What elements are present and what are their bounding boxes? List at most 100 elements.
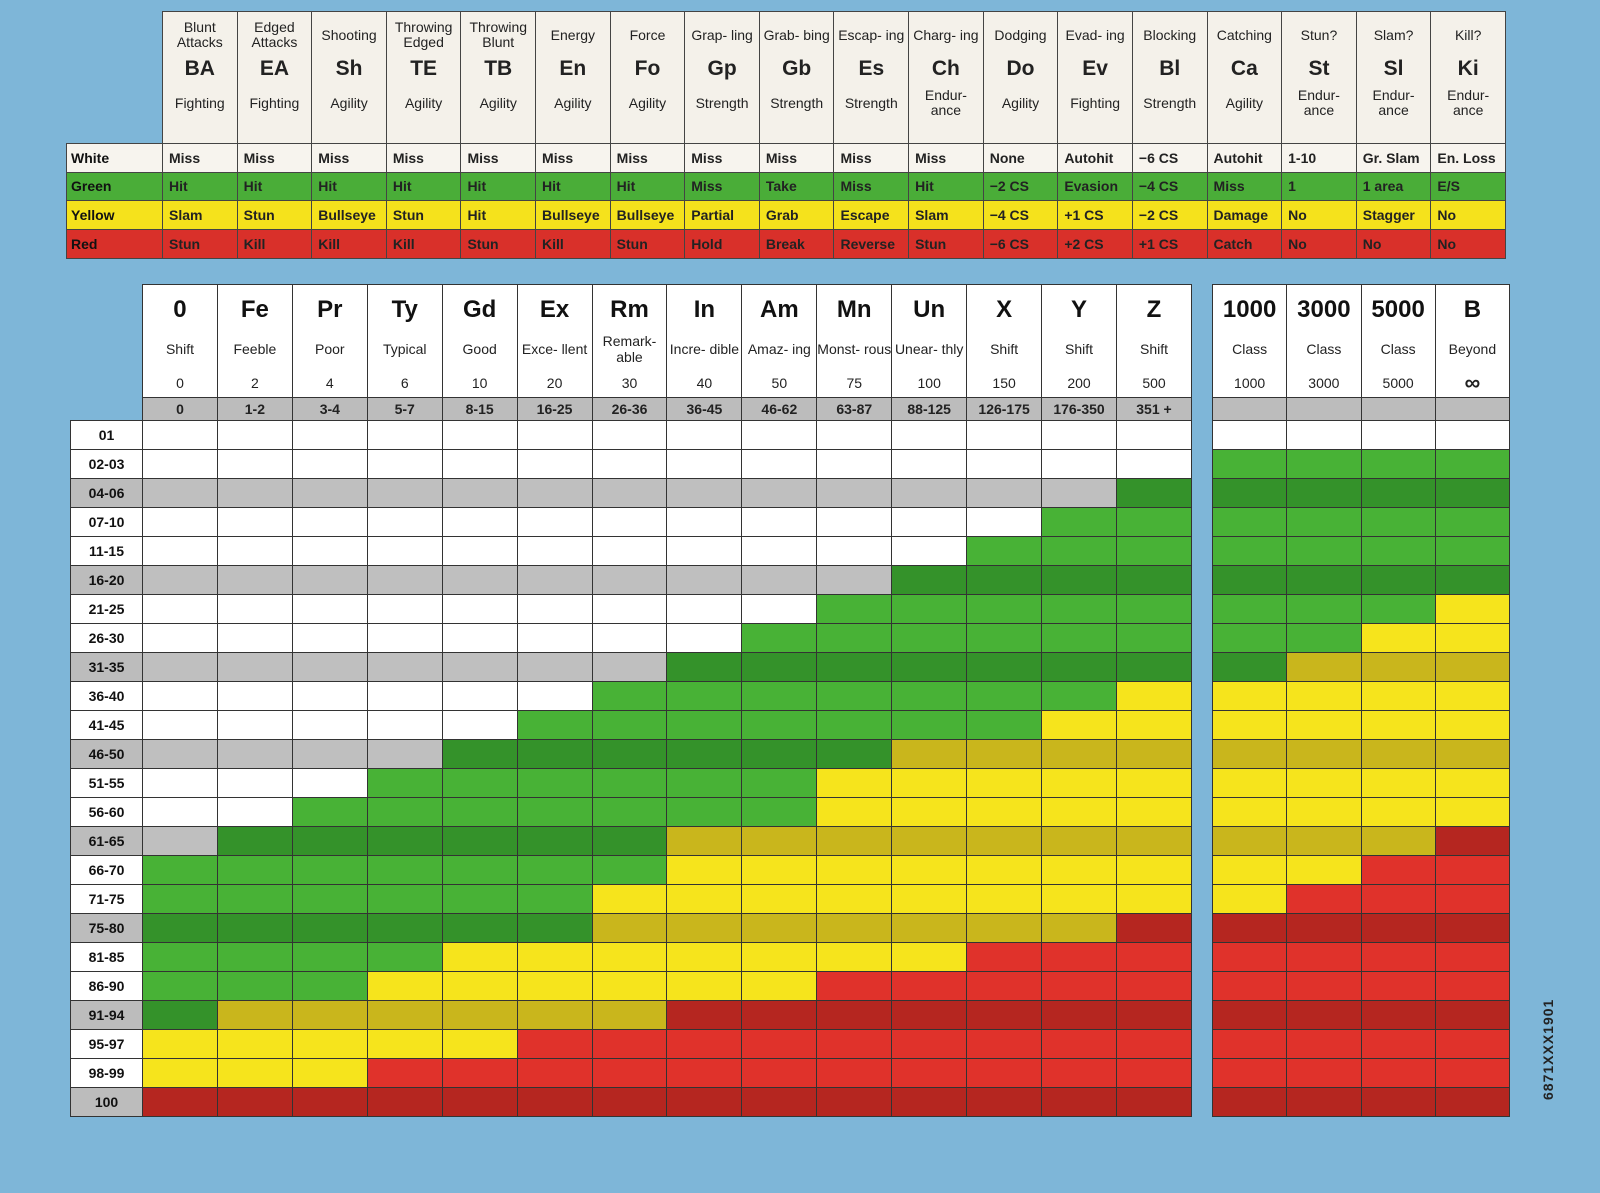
result-cell-white (591, 594, 668, 624)
rank-header: Z Shift 500 (1115, 284, 1193, 398)
result-cell-green (741, 652, 818, 682)
result-cell-white (741, 594, 818, 624)
rank-range: 26-36 (591, 397, 668, 421)
action-header: Stun? St Endur- ance (1281, 11, 1357, 144)
result-cell-green (891, 623, 968, 653)
class-rank-name: Beyond (1448, 341, 1497, 357)
action-ability: Strength (770, 94, 824, 111)
roll-label: 04-06 (70, 478, 143, 508)
action-result-cell: Bullseye (311, 200, 387, 231)
result-cell-white (441, 710, 518, 740)
result-cell-green (366, 768, 443, 798)
roll-row: 26-30 (70, 623, 1193, 653)
result-cell-white (291, 652, 368, 682)
action-name: Charg- ing (913, 26, 979, 43)
result-cell-white (816, 565, 893, 595)
result-cell-green (1041, 623, 1117, 653)
rank-value: 200 (1067, 375, 1091, 391)
action-header: Grab- bing Gb Strength (758, 11, 835, 144)
result-cell-green (891, 565, 968, 595)
result-cell-red (516, 1087, 593, 1117)
action-result-cell: None (982, 142, 1059, 173)
rank-abbr: Un (913, 296, 946, 323)
result-cell-red (591, 1058, 668, 1088)
action-name: Blocking (1143, 26, 1197, 43)
result-cell-yellow (1115, 855, 1193, 885)
class-cell-yellow (1434, 623, 1511, 653)
class-cell-green (1286, 478, 1362, 508)
roll-label: 31-35 (70, 652, 143, 682)
class-cell-yellow (1360, 739, 1436, 769)
result-cell-green (441, 826, 518, 856)
result-cell-green (441, 884, 518, 914)
result-cell-white (666, 594, 743, 624)
roll-label: 41-45 (70, 710, 143, 740)
result-cell-white (142, 594, 218, 624)
roll-row: 86-90 (70, 971, 1193, 1001)
result-cell-red (966, 1000, 1043, 1030)
class-roll-row (1211, 565, 1511, 595)
result-cell-yellow (591, 971, 668, 1001)
action-header: Force Fo Agility (609, 11, 686, 144)
class-cell-red (1434, 1087, 1511, 1117)
class-roll-row (1211, 594, 1511, 624)
result-cell-green (516, 710, 593, 740)
result-cell-green (666, 797, 743, 827)
result-cell-white (366, 420, 443, 450)
result-cell-white (216, 739, 293, 769)
result-cell-white (891, 507, 968, 537)
roll-row: 71-75 (70, 884, 1193, 914)
roll-label: 86-90 (70, 971, 143, 1001)
roll-row: 36-40 (70, 681, 1193, 711)
result-cell-yellow (591, 884, 668, 914)
result-cell-red (1115, 942, 1193, 972)
action-result-cell: Stagger (1355, 200, 1432, 231)
action-result-cell: Miss (236, 142, 313, 173)
roll-row: 51-55 (70, 768, 1193, 798)
result-cell-red (1041, 1029, 1117, 1059)
rank-header: Gd Good 10 (441, 284, 518, 398)
result-cell-yellow (291, 1029, 368, 1059)
result-cell-red (516, 1029, 593, 1059)
rank-header: In Incre- dible 40 (666, 284, 743, 398)
result-cell-white (366, 623, 443, 653)
roll-label: 02-03 (70, 449, 143, 479)
result-cell-white (142, 507, 218, 537)
class-cell-white (1360, 420, 1436, 450)
result-cell-yellow (891, 942, 968, 972)
result-cell-white (891, 449, 968, 479)
result-cell-white (216, 797, 293, 827)
class-roll-row (1211, 1058, 1511, 1088)
rank-header-corner (71, 285, 143, 398)
result-cell-green (966, 565, 1043, 595)
result-cell-red (816, 1029, 893, 1059)
result-cell-yellow (666, 884, 743, 914)
universal-table: 0 Shift 0 Fe Feeble 2 Pr Poor 4 Ty Typical 6 Gd Good 1… (70, 284, 1193, 1128)
result-cell-green (891, 710, 968, 740)
action-ability: Strength (844, 94, 898, 111)
result-cell-green (216, 884, 293, 914)
result-cell-white (516, 478, 593, 508)
rank-value: 50 (771, 375, 788, 391)
action-result-cell: No (1281, 229, 1357, 259)
result-cell-white (966, 449, 1043, 479)
result-cell-red (591, 1029, 668, 1059)
result-cell-green (142, 855, 218, 885)
result-cell-yellow (666, 913, 743, 943)
class-cell-red (1286, 884, 1362, 914)
class-cell-yellow (1434, 594, 1511, 624)
class-cell-yellow (1286, 681, 1362, 711)
result-cell-red (891, 1058, 968, 1088)
action-result-cell: −6 CS (982, 229, 1059, 259)
result-cell-green (1115, 594, 1193, 624)
action-result-cell: Bullseye (535, 200, 611, 231)
action-name: Evad- ing (1065, 26, 1125, 43)
class-rank-abbr: 1000 (1222, 296, 1277, 323)
result-cell-red (216, 1087, 293, 1117)
rank-value: 0 (176, 375, 184, 391)
rank-value: 4 (325, 375, 334, 391)
class-rank-name: Class (1232, 341, 1268, 357)
action-result-cell: Hit (385, 171, 462, 202)
result-cell-green (666, 681, 743, 711)
result-cell-green (366, 797, 443, 827)
